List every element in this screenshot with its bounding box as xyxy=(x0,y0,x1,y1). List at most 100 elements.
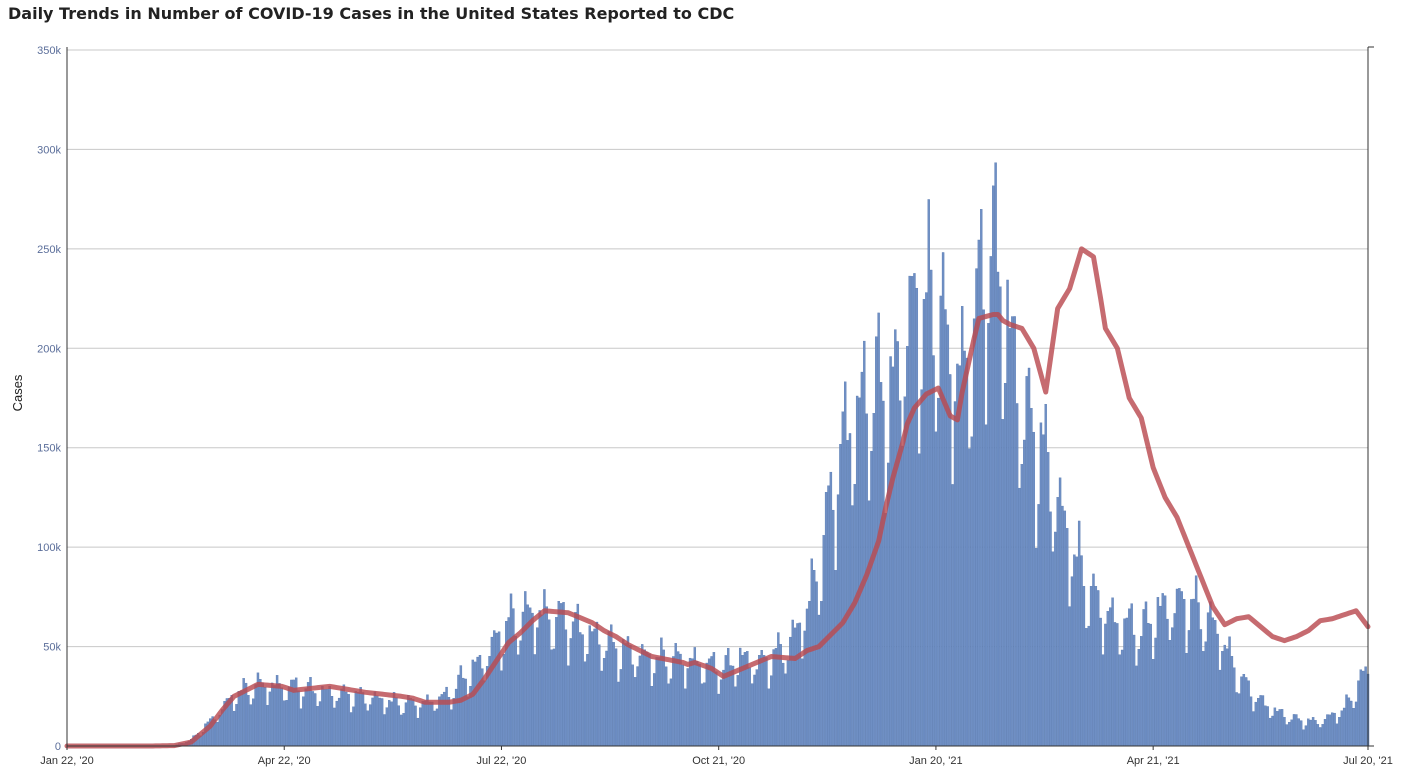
bar-daily-cases xyxy=(913,273,916,747)
bar-daily-cases xyxy=(1295,714,1298,747)
bar-daily-cases xyxy=(388,700,391,747)
bar-daily-cases xyxy=(1006,279,1009,747)
bar-daily-cases xyxy=(1206,612,1210,747)
bar-daily-cases xyxy=(722,669,725,747)
bar-daily-cases xyxy=(617,681,620,747)
bar-daily-cases xyxy=(791,619,794,747)
bar-daily-cases xyxy=(753,674,756,747)
bar-daily-cases xyxy=(624,643,627,747)
bar-daily-cases xyxy=(1020,464,1024,747)
bar-daily-cases xyxy=(397,705,400,747)
bar-daily-cases xyxy=(1159,605,1162,747)
bar-daily-cases xyxy=(717,693,720,747)
bar-daily-cases xyxy=(340,688,343,747)
y-tick-label: 250k xyxy=(37,244,61,256)
bar-daily-cases xyxy=(1113,622,1117,747)
bar-daily-cases xyxy=(1104,623,1107,747)
bar-daily-cases xyxy=(1051,551,1055,747)
bar-daily-cases xyxy=(1257,697,1260,747)
x-tick-label: Jul 20, '21 xyxy=(1343,755,1393,767)
bar-daily-cases xyxy=(1297,718,1300,747)
bar-daily-cases xyxy=(509,593,513,747)
bar-daily-cases xyxy=(793,627,797,747)
bar-daily-cases xyxy=(1151,659,1155,747)
bar-daily-cases xyxy=(354,691,358,747)
bar-daily-cases xyxy=(810,558,813,747)
bar-daily-cases xyxy=(653,673,656,747)
bar-daily-cases xyxy=(906,346,909,747)
bar-daily-cases xyxy=(784,673,787,747)
bar-daily-cases xyxy=(920,389,923,747)
bar-daily-cases xyxy=(815,581,818,747)
bar-daily-cases xyxy=(1187,630,1191,747)
bar-daily-cases xyxy=(1321,724,1324,747)
y-tick-label: 100k xyxy=(37,542,61,554)
x-tick-label: Jan 22, '20 xyxy=(40,755,93,767)
bar-daily-cases xyxy=(891,366,895,747)
bar-daily-cases xyxy=(736,675,739,747)
bar-daily-cases xyxy=(1218,669,1222,747)
bar-daily-cases xyxy=(1168,640,1172,747)
bar-daily-cases xyxy=(1120,649,1124,747)
bar-daily-cases xyxy=(583,661,587,747)
bar-daily-cases xyxy=(770,675,773,747)
bar-daily-cases xyxy=(474,661,477,747)
x-tick-label: Jan 20, '21 xyxy=(909,755,962,767)
bar-daily-cases xyxy=(772,649,775,747)
bar-daily-cases xyxy=(980,209,983,747)
bar-daily-cases xyxy=(1214,620,1217,747)
bar-daily-cases xyxy=(949,374,952,747)
x-tick-label: Apr 21, '21 xyxy=(1127,755,1180,767)
bar-daily-cases xyxy=(368,704,372,747)
bar-daily-cases xyxy=(1092,573,1095,747)
bar-daily-cases xyxy=(939,295,942,747)
bar-daily-cases xyxy=(1209,601,1212,747)
bar-daily-cases xyxy=(1271,715,1274,747)
bar-daily-cases xyxy=(1202,651,1205,747)
bar-daily-cases xyxy=(1154,637,1157,747)
bar-daily-cases xyxy=(452,698,455,747)
bar-daily-cases xyxy=(972,318,976,747)
bar-daily-cases xyxy=(1137,649,1141,747)
bar-daily-cases xyxy=(1013,316,1016,747)
bar-daily-cases xyxy=(1003,383,1007,747)
bar-daily-cases xyxy=(1333,712,1336,747)
bar-daily-cases xyxy=(681,664,685,747)
bar-daily-cases xyxy=(853,484,856,747)
bar-daily-cases xyxy=(910,276,914,747)
bar-daily-cases xyxy=(1175,588,1179,747)
bar-daily-cases xyxy=(970,436,973,747)
bar-daily-cases xyxy=(1011,316,1014,747)
bar-daily-cases xyxy=(333,707,336,747)
bar-daily-cases xyxy=(982,309,985,747)
bar-daily-cases xyxy=(781,662,785,747)
bar-daily-cases xyxy=(700,683,704,747)
bar-daily-cases xyxy=(495,632,498,747)
bar-daily-cases xyxy=(1242,674,1246,747)
bar-daily-cases xyxy=(932,355,935,747)
bar-daily-cases xyxy=(619,669,623,747)
bar-daily-cases xyxy=(576,603,580,747)
bar-daily-cases xyxy=(1171,627,1174,747)
bar-daily-cases xyxy=(1245,677,1248,747)
bar-daily-cases xyxy=(1077,520,1081,747)
bar-daily-cases xyxy=(889,356,892,747)
bar-daily-cases xyxy=(958,365,961,747)
bar-daily-cases xyxy=(285,700,288,747)
bar-daily-cases xyxy=(524,591,527,747)
bar-daily-cases xyxy=(232,710,236,747)
bar-daily-cases xyxy=(798,622,802,747)
bar-daily-cases xyxy=(1290,719,1293,747)
bar-daily-cases xyxy=(953,401,957,747)
bar-daily-cases xyxy=(287,686,291,747)
bar-daily-cases xyxy=(326,688,329,747)
bar-daily-cases xyxy=(992,185,995,747)
bar-daily-cases xyxy=(903,396,907,747)
bar-daily-cases xyxy=(237,691,241,747)
bar-daily-cases xyxy=(540,614,544,747)
bar-daily-cases xyxy=(600,670,603,747)
bar-daily-cases xyxy=(493,630,496,747)
bar-daily-cases xyxy=(672,656,675,747)
bar-daily-cases xyxy=(1216,633,1219,747)
bar-daily-cases xyxy=(1128,608,1131,747)
